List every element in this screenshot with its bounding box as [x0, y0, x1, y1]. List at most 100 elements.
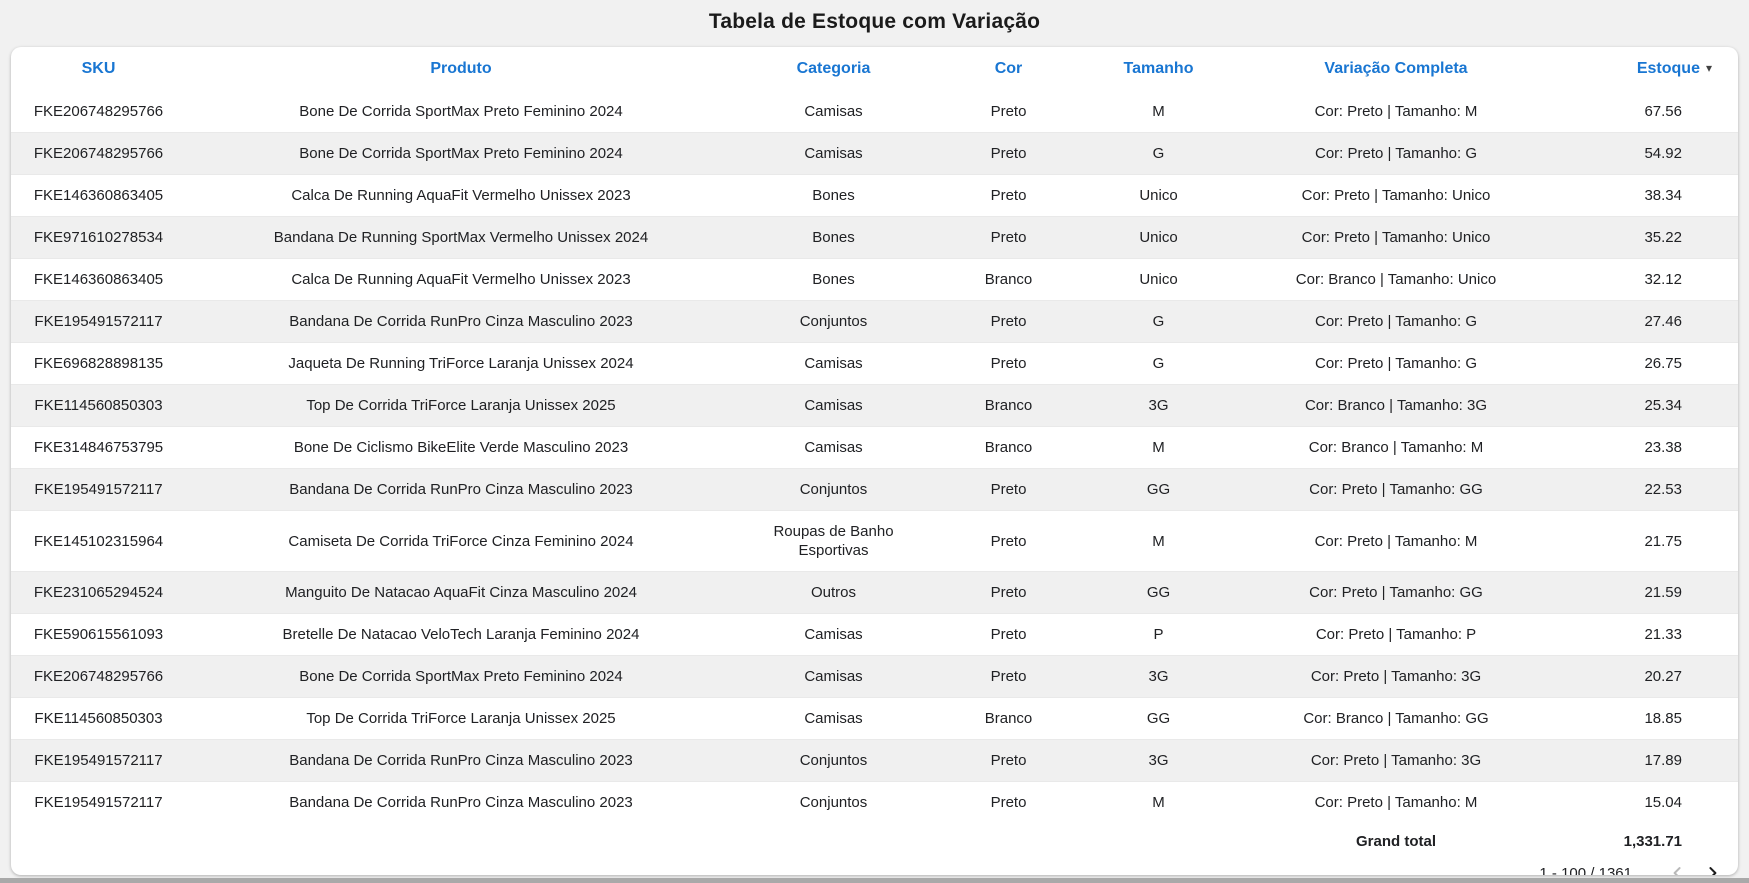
table-row: FKE195491572117 Bandana De Corrida RunPr… — [11, 781, 1738, 824]
cell-tamanho: GG — [1146, 481, 1171, 498]
cell-sku: FKE971610278534 — [33, 229, 164, 246]
cell-variacao-completa: Cor: Preto | Tamanho: GG — [1309, 481, 1483, 498]
cell-produto: Bandana De Running SportMax Vermelho Uni… — [273, 229, 649, 246]
cell-categoria: Camisas — [804, 145, 863, 162]
cell-tamanho: M — [1152, 794, 1165, 811]
cell-tamanho: Unico — [1139, 187, 1178, 204]
cell-cor: Preto — [990, 187, 1027, 204]
cell-cor: Branco — [984, 271, 1033, 288]
column-header-tamanho[interactable]: Tamanho — [1123, 60, 1194, 77]
cell-categoria: Bones — [812, 229, 855, 246]
cell-sku: FKE231065294524 — [33, 584, 164, 601]
table-row: FKE971610278534 Bandana De Running Sport… — [11, 216, 1738, 259]
cell-produto: Bandana De Corrida RunPro Cinza Masculin… — [289, 313, 633, 330]
cell-produto: Camiseta De Corrida TriForce Cinza Femin… — [288, 532, 634, 550]
cell-cor: Preto — [990, 313, 1027, 330]
cell-cor: Preto — [990, 103, 1027, 120]
cell-tamanho: Unico — [1139, 229, 1178, 246]
cell-cor: Preto — [990, 794, 1027, 811]
cell-variacao-completa: Cor: Preto | Tamanho: Unico — [1301, 229, 1491, 246]
cell-estoque: 26.75 — [1644, 355, 1682, 372]
cell-variacao-completa: Cor: Branco | Tamanho: GG — [1303, 710, 1489, 727]
cell-estoque: 17.89 — [1644, 752, 1682, 769]
cell-estoque: 67.56 — [1644, 103, 1682, 120]
table-row: FKE206748295766 Bone De Corrida SportMax… — [11, 91, 1738, 133]
column-header-categoria[interactable]: Categoria — [796, 60, 871, 77]
cell-produto: Calca De Running AquaFit Vermelho Unisse… — [291, 271, 631, 288]
table-row: FKE206748295766 Bone De Corrida SportMax… — [11, 655, 1738, 698]
cell-cor: Preto — [990, 668, 1027, 685]
cell-tamanho: P — [1153, 626, 1164, 643]
cell-sku: FKE146360863405 — [33, 187, 164, 204]
cell-categoria: Camisas — [804, 103, 863, 120]
cell-tamanho: 3G — [1148, 668, 1169, 685]
column-header-cor[interactable]: Cor — [994, 60, 1023, 77]
pagination-range: 1 - 100 / 1361 — [1539, 864, 1632, 876]
cell-cor: Preto — [990, 626, 1027, 643]
cell-cor: Branco — [984, 710, 1033, 727]
next-page-button[interactable] — [1700, 860, 1726, 875]
grand-total-label: Grand total — [1355, 833, 1436, 850]
column-header-variacao-completa[interactable]: Variação Completa — [1324, 60, 1468, 77]
cell-sku: FKE206748295766 — [33, 668, 164, 685]
cell-produto: Bone De Corrida SportMax Preto Feminino … — [299, 668, 623, 685]
prev-page-button[interactable] — [1664, 860, 1690, 875]
table-row: FKE114560850303 Top De Corrida TriForce … — [11, 697, 1738, 740]
cell-produto: Top De Corrida TriForce Laranja Unissex … — [306, 397, 616, 414]
cell-sku: FKE195491572117 — [34, 752, 163, 769]
cell-tamanho: M — [1152, 532, 1165, 550]
cell-variacao-completa: Cor: Preto | Tamanho: G — [1314, 355, 1478, 372]
cell-tamanho: GG — [1146, 584, 1171, 601]
table-row: FKE114560850303 Top De Corrida TriForce … — [11, 384, 1738, 427]
cell-tamanho: G — [1152, 313, 1165, 330]
cell-categoria: Roupas de Banho Esportivas — [773, 523, 894, 559]
cell-produto: Top De Corrida TriForce Laranja Unissex … — [306, 710, 616, 727]
cell-tamanho: M — [1152, 439, 1165, 456]
cell-estoque: 21.59 — [1644, 584, 1682, 601]
pagination-bar: 1 - 100 / 1361 — [11, 860, 1738, 875]
cell-cor: Preto — [990, 532, 1027, 550]
cell-estoque: 32.12 — [1644, 271, 1682, 288]
column-header-sku[interactable]: SKU — [81, 60, 116, 77]
grand-total-spacer — [931, 823, 1086, 860]
cell-tamanho: G — [1152, 355, 1165, 372]
cell-tamanho: G — [1152, 145, 1165, 162]
cell-estoque: 21.75 — [1644, 532, 1682, 550]
grand-total-value: 1,331.71 — [1623, 833, 1682, 850]
cell-variacao-completa: Cor: Preto | Tamanho: 3G — [1310, 668, 1482, 685]
cell-produto: Bandana De Corrida RunPro Cinza Masculin… — [289, 752, 633, 769]
cell-produto: Bone De Ciclismo BikeElite Verde Masculi… — [293, 439, 629, 456]
cell-categoria: Conjuntos — [799, 481, 868, 498]
table-row: FKE206748295766 Bone De Corrida SportMax… — [11, 132, 1738, 175]
viewport-bottom-edge — [0, 878, 1749, 883]
cell-estoque: 20.27 — [1644, 668, 1682, 685]
grand-total-spacer — [1086, 823, 1231, 860]
column-header-produto[interactable]: Produto — [430, 60, 492, 77]
cell-categoria: Conjuntos — [799, 313, 868, 330]
cell-categoria: Camisas — [804, 355, 863, 372]
cell-categoria: Outros — [810, 584, 856, 601]
grand-total-spacer — [186, 823, 736, 860]
cell-variacao-completa: Cor: Branco | Tamanho: Unico — [1295, 271, 1497, 288]
chevron-left-icon — [1673, 867, 1681, 875]
table-row: FKE195491572117 Bandana De Corrida RunPr… — [11, 300, 1738, 343]
cell-variacao-completa: Cor: Preto | Tamanho: Unico — [1301, 187, 1491, 204]
cell-categoria: Bones — [812, 271, 855, 288]
cell-sku: FKE146360863405 — [33, 271, 164, 288]
sort-desc-icon: ▾ — [1705, 61, 1712, 75]
table-row: FKE590615561093 Bretelle De Natacao Velo… — [11, 613, 1738, 656]
cell-estoque: 35.22 — [1644, 229, 1682, 246]
cell-cor: Preto — [990, 584, 1027, 601]
cell-variacao-completa: Cor: Branco | Tamanho: M — [1308, 439, 1484, 456]
column-header-estoque[interactable]: Estoque ▾ — [1561, 47, 1738, 91]
grand-total-spacer — [736, 823, 931, 860]
chevron-right-icon — [1709, 867, 1717, 875]
table-row: FKE146360863405 Calca De Running AquaFit… — [11, 258, 1738, 301]
cell-categoria: Camisas — [804, 626, 863, 643]
cell-estoque: 22.53 — [1644, 481, 1682, 498]
cell-variacao-completa: Cor: Preto | Tamanho: GG — [1309, 584, 1483, 601]
cell-tamanho: M — [1152, 103, 1165, 120]
cell-tamanho: Unico — [1139, 271, 1178, 288]
cell-categoria: Camisas — [804, 439, 863, 456]
cell-sku: FKE590615561093 — [33, 626, 164, 643]
